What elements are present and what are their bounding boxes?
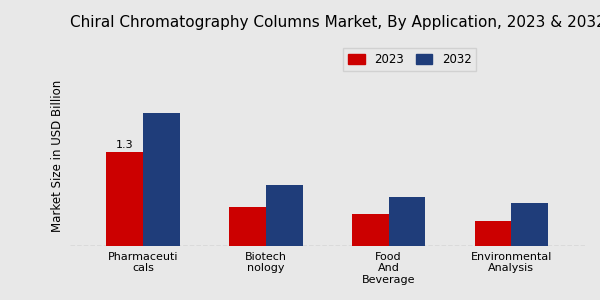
- Bar: [389, 197, 425, 246]
- Bar: [511, 203, 548, 246]
- Legend: 2023, 2032: 2023, 2032: [343, 48, 476, 71]
- Bar: [106, 152, 143, 246]
- Y-axis label: Market Size in USD Billion: Market Size in USD Billion: [51, 80, 64, 232]
- Text: 1.3: 1.3: [116, 140, 134, 150]
- Bar: [266, 185, 303, 246]
- Bar: [229, 207, 266, 246]
- Text: Chiral Chromatography Columns Market, By Application, 2023 & 2032: Chiral Chromatography Columns Market, By…: [70, 15, 600, 30]
- Bar: [143, 113, 180, 246]
- Bar: [475, 221, 511, 246]
- Bar: [352, 214, 389, 246]
